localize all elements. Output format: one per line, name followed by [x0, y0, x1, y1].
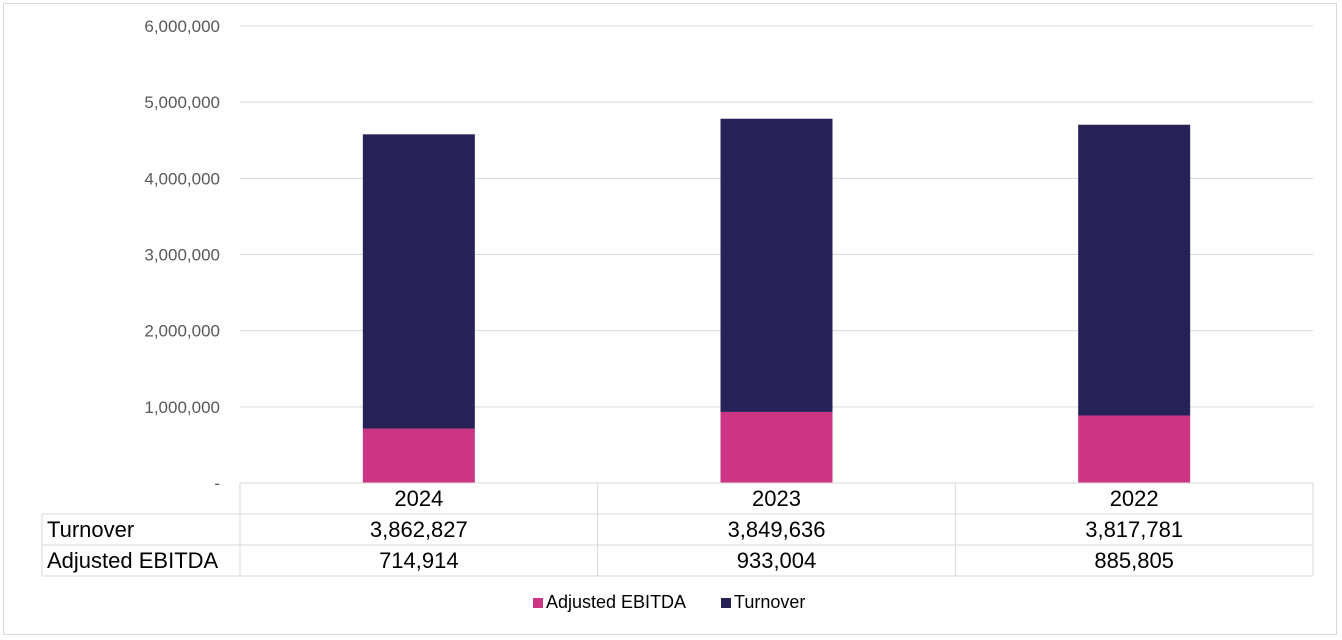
- table-cell-value: 3,817,781: [1085, 517, 1183, 542]
- legend-label-adjusted-ebitda: Adjusted EBITDA: [546, 592, 686, 612]
- y-tick-label: 4,000,000: [144, 169, 220, 188]
- y-tick-label: 3,000,000: [144, 246, 220, 265]
- table-cell-value: 3,862,827: [370, 517, 468, 542]
- table-cell-value: 3,849,636: [728, 517, 826, 542]
- bar-adjusted-ebitda: [1078, 415, 1191, 483]
- table-cell-value: 714,914: [379, 548, 459, 573]
- bar-adjusted-ebitda: [362, 428, 475, 483]
- bar-adjusted-ebitda: [720, 411, 833, 483]
- bar-turnover: [362, 134, 475, 429]
- y-tick-label: 1,000,000: [144, 398, 220, 417]
- bar-turnover: [720, 118, 833, 412]
- x-category-label: 2023: [752, 486, 801, 511]
- table-row-label: Adjusted EBITDA: [47, 548, 219, 573]
- y-tick-label: 2,000,000: [144, 322, 220, 341]
- x-category-label: 2024: [394, 486, 443, 511]
- y-tick-label: -: [214, 474, 220, 493]
- y-tick-label: 5,000,000: [144, 93, 220, 112]
- legend-label-turnover: Turnover: [734, 592, 805, 612]
- y-tick-label: 6,000,000: [144, 17, 220, 36]
- bar-turnover: [1078, 124, 1191, 416]
- table-row-label: Turnover: [47, 517, 134, 542]
- table-cell-value: 933,004: [737, 548, 817, 573]
- legend-swatch-turnover: [721, 598, 731, 608]
- x-category-label: 2022: [1110, 486, 1159, 511]
- legend-swatch-adjusted-ebitda: [533, 598, 543, 608]
- table-cell-value: 885,805: [1094, 548, 1174, 573]
